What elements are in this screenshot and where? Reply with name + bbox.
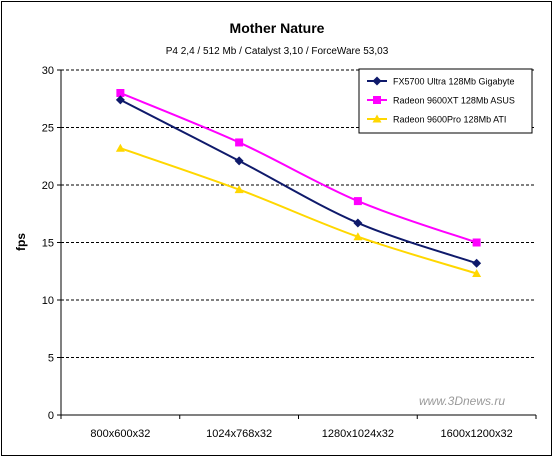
y-tick-label: 15 (42, 238, 54, 250)
axes: 0 5 10 15 20 25 30 800x600x32 1024x768x32 1280x10… (42, 65, 537, 440)
x-tick-label: 1024x768x32 (206, 428, 272, 440)
legend-label: FX5700 Ultra 128Mb Gigabyte (393, 77, 515, 87)
y-tick-label: 5 (48, 353, 54, 365)
y-tick-label: 0 (48, 410, 54, 422)
watermark-text: www.3Dnews.ru (419, 394, 505, 408)
data-point (115, 143, 125, 152)
data-point (353, 197, 362, 206)
series-triangle (115, 143, 482, 278)
legend-swatch-marker (373, 96, 381, 104)
series-diamond (115, 95, 482, 268)
legend-label: Radeon 9600Pro 128Mb ATI (393, 115, 506, 125)
data-point (472, 238, 481, 247)
data-point (234, 185, 244, 194)
data-point (234, 156, 244, 166)
data-point (353, 232, 363, 241)
data-point (472, 269, 482, 278)
chart-title: Mother Nature (230, 20, 325, 36)
legend-label: Radeon 9600XT 128Mb ASUS (393, 96, 515, 106)
x-tick-label: 800x600x32 (90, 428, 150, 440)
series-square (116, 89, 481, 247)
legend-swatch-marker (372, 114, 382, 123)
series-line (120, 147, 477, 275)
gridlines (61, 69, 536, 358)
x-tick-label: 1280x1024x32 (322, 428, 394, 440)
data-point (115, 95, 125, 105)
y-tick-label: 10 (42, 295, 54, 307)
x-tick-label: 1600x1200x32 (441, 428, 513, 440)
data-point (353, 218, 363, 228)
y-tick-label: 20 (42, 180, 54, 192)
series-line (119, 92, 477, 244)
legend-box (358, 68, 533, 134)
data-point (116, 89, 125, 97)
legend: FX5700 Ultra 128Mb Gigabyte Radeon 9600XT… (358, 68, 533, 134)
series-line (119, 99, 477, 265)
chart-subtitle: P4 2,4 / 512 Mb / Catalyst 3,10 / ForceW… (166, 46, 389, 57)
y-axis-label: fps (14, 233, 28, 251)
series-group (115, 89, 482, 278)
data-point (235, 138, 244, 147)
y-tick-label: 30 (42, 65, 54, 77)
legend-swatch-marker (372, 76, 382, 86)
data-point (472, 258, 482, 268)
y-tick-label: 25 (42, 123, 54, 135)
